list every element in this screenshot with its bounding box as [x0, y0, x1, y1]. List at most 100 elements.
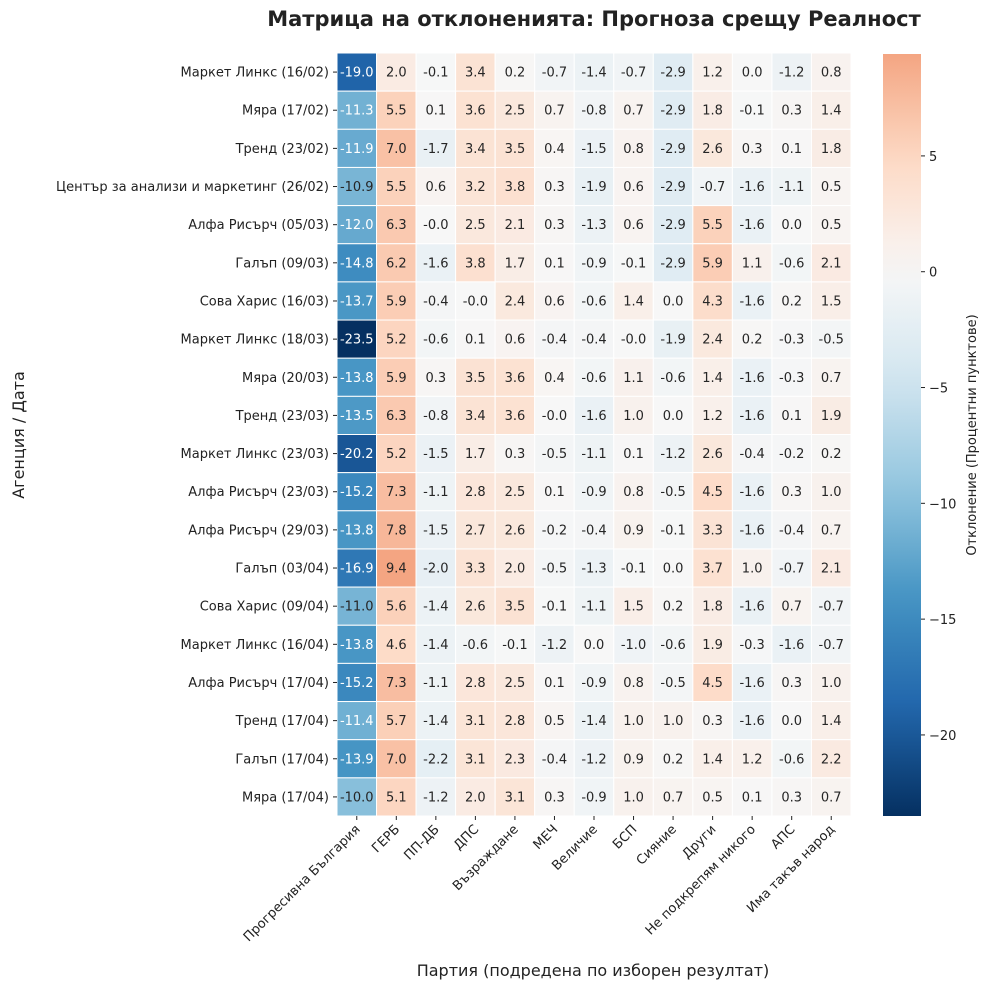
cell-value-label: -0.4: [423, 294, 448, 309]
cell-value-label: 0.3: [742, 142, 763, 157]
cell-value-label: 0.2: [663, 752, 684, 767]
cell-value-label: 0.0: [742, 66, 763, 81]
cell-value-label: -0.4: [739, 447, 764, 462]
cell-value-label: -11.4: [340, 714, 374, 729]
cell-value-label: -1.1: [581, 600, 606, 615]
heatmap-cell: [771, 205, 812, 245]
cell-value-label: 6.3: [386, 218, 407, 233]
column-label: ГЕРБ: [369, 822, 403, 856]
cell-value-label: -0.1: [621, 562, 646, 577]
cell-value-label: -0.7: [542, 66, 567, 81]
cell-value-label: 3.3: [702, 523, 723, 538]
cell-value-label: 5.7: [386, 714, 407, 729]
heatmap-cell: [336, 166, 378, 207]
heatmap-cell: [573, 395, 615, 436]
heatmap-cell: [613, 166, 654, 207]
cell-value-label: 0.5: [544, 714, 565, 729]
heatmap-cell: [652, 90, 694, 130]
cell-value-label: -1.1: [779, 180, 804, 195]
heatmap-cell: [494, 243, 536, 283]
heatmap-cell: [573, 586, 615, 626]
cell-value-label: -2.9: [660, 180, 685, 195]
cell-value-label: -0.5: [819, 333, 844, 348]
cell-value-label: -2.2: [423, 752, 448, 767]
heatmap-cell: [415, 357, 457, 397]
cell-value-label: 2.1: [505, 218, 526, 233]
heatmap-cell: [810, 777, 852, 817]
heatmap-cell: [613, 701, 654, 741]
cell-value-label: 5.9: [386, 294, 407, 309]
heatmap-cell: [652, 205, 694, 245]
heatmap-cell: [494, 777, 536, 817]
cell-value-label: -0.5: [542, 447, 567, 462]
heatmap-cell: [455, 281, 496, 321]
cell-value-label: -1.4: [581, 714, 606, 729]
heatmap-cell: [810, 586, 852, 626]
cell-value-label: 5.5: [386, 180, 407, 195]
cell-value-label: -1.5: [581, 142, 606, 157]
cell-value-label: 5.5: [386, 104, 407, 119]
heatmap-cell: [692, 548, 733, 588]
column-label: Сияние: [634, 822, 680, 868]
cell-value-label: 0.9: [623, 523, 644, 538]
cell-value-label: 5.9: [386, 371, 407, 386]
cell-value-label: -1.6: [739, 371, 764, 386]
heatmap-cell: [692, 90, 733, 130]
cell-value-label: -0.7: [779, 562, 804, 577]
heatmap-cell: [771, 586, 812, 626]
heatmap-cell: [494, 395, 536, 436]
cell-value-label: 3.4: [465, 142, 486, 157]
cell-value-label: -1.1: [423, 485, 448, 500]
heatmap-cell: [376, 243, 417, 283]
cell-value-label: 0.3: [781, 485, 802, 500]
heatmap-cell: [810, 472, 852, 512]
cell-value-label: -0.7: [819, 600, 844, 615]
cell-value-label: -1.7: [423, 142, 448, 157]
cell-value-label: 1.0: [821, 485, 842, 500]
cell-value-label: 0.3: [544, 790, 565, 805]
cell-value-label: 9.4: [386, 562, 407, 577]
cell-value-label: 3.2: [465, 180, 486, 195]
cell-value-label: 2.0: [505, 562, 526, 577]
colorbar-ticks: 5 0 −5 −10 −15 −20: [921, 150, 956, 744]
cell-value-label: -0.9: [581, 485, 606, 500]
cell-value-label: 0.7: [821, 790, 842, 805]
heatmap-cell: [771, 510, 812, 550]
cell-value-label: -0.1: [621, 256, 646, 271]
cell-value-label: -1.6: [423, 256, 448, 271]
cell-value-label: -11.3: [340, 104, 374, 119]
column-label: Прогресивна България: [241, 822, 364, 945]
cell-value-label: 1.1: [623, 371, 644, 386]
cell-value-label: -1.6: [739, 180, 764, 195]
heatmap-cell: [652, 395, 694, 436]
heatmap-cell: [455, 357, 496, 397]
cell-value-label: 0.5: [702, 790, 723, 805]
cell-value-label: -1.1: [581, 447, 606, 462]
cell-value-label: 0.3: [781, 790, 802, 805]
cell-value-label: 0.8: [623, 485, 644, 500]
heatmap-cell: [692, 166, 733, 207]
column-label: ПП-ДБ: [401, 822, 442, 863]
heatmap-cell: [573, 205, 615, 245]
heatmap-cell: [692, 128, 733, 168]
cell-value-label: 6.2: [386, 256, 407, 271]
cell-value-label: 2.0: [386, 66, 407, 81]
heatmap-cell: [336, 624, 378, 664]
cell-value-label: -16.9: [340, 562, 374, 577]
heatmap-cell: [731, 777, 773, 817]
heatmap-cell: [731, 586, 773, 626]
cell-value-label: -0.7: [700, 180, 725, 195]
cell-value-label: 0.2: [505, 66, 526, 81]
heatmap-cell: [415, 281, 457, 321]
cell-value-label: 0.2: [663, 600, 684, 615]
cell-value-label: 0.1: [544, 676, 565, 691]
cell-value-label: 0.8: [623, 676, 644, 691]
cell-value-label: 2.5: [505, 104, 526, 119]
heatmap-cell: [455, 701, 496, 741]
row-label: Алфа Рисърч (05/03): [188, 218, 329, 233]
cell-value-label: 1.2: [702, 66, 723, 81]
heatmap-cell: [494, 739, 536, 779]
heatmap-cell: [692, 281, 733, 321]
cell-value-label: 2.8: [505, 714, 526, 729]
row-label: Мяра (17/02): [242, 104, 329, 119]
